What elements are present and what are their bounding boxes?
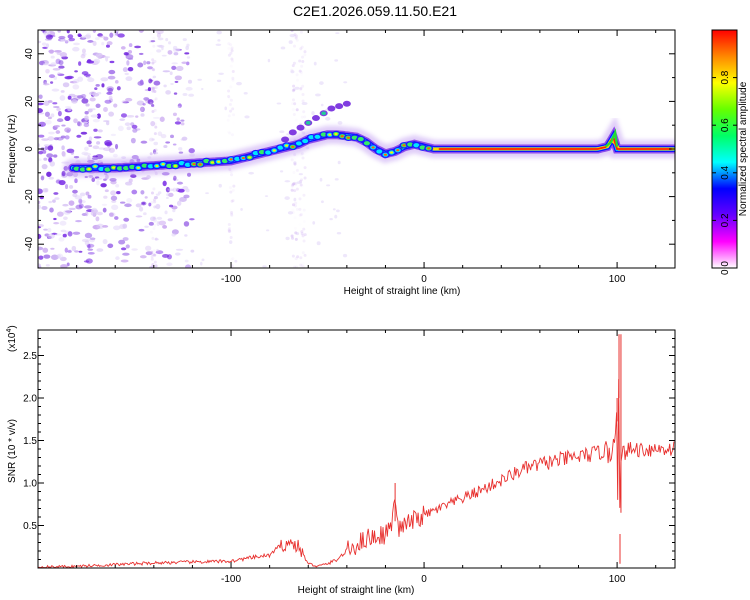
- spectrogram-blobs: [72, 100, 619, 173]
- snr-x-tick-label: 0: [421, 574, 427, 585]
- colorbar-label: Normalized spectral amplitude: [738, 81, 749, 216]
- snr-multiplier: (x104): [6, 325, 18, 352]
- snr-x-tick-label: 100: [609, 574, 626, 585]
- spectrogram-y-tick-label: 20: [24, 95, 35, 107]
- snr-y-tick-label: 1.0: [23, 479, 37, 490]
- colorbar-axis: 0.0 0.2 0.4 0.6 0.8: [712, 70, 737, 275]
- spectrogram-y-tick-label: -20: [24, 189, 35, 204]
- spectrogram-x-tick-label: 100: [609, 274, 626, 285]
- spectrogram-y-label: Frequency (Hz): [7, 115, 18, 184]
- snr-multiplier-exp: 4: [6, 329, 13, 333]
- colorbar-tick-label: 0.8: [720, 70, 731, 84]
- snr-y-tick-label: 2.5: [23, 351, 37, 362]
- snr-x-label: Height of straight line (km): [298, 585, 415, 596]
- snr-plot-area: [38, 334, 675, 568]
- spectrogram-y-tick-label: -40: [24, 237, 35, 252]
- snr-axes: -100 0 100 0.5 1.0 1.5 2.0 2.5: [23, 330, 675, 585]
- spectrogram-y-tick-label: 0: [24, 146, 35, 152]
- colorbar: 0.0 0.2 0.4 0.6 0.8 Normalized spectral ampl…: [711, 29, 749, 275]
- snr-frame: [37, 329, 676, 569]
- colorbar-tick-label: 0.6: [720, 118, 731, 132]
- snr-y-tick-label: 2.0: [23, 394, 37, 405]
- spectrogram-axes: -100 0 100 -40 -20 0 20 40: [24, 29, 675, 285]
- colorbar-tick-label: 0.4: [720, 165, 731, 179]
- snr-panel: -100 0 100 0.5 1.0 1.5 2.0 2.5 Height of straig…: [6, 325, 676, 596]
- spectrogram-x-tick-label: 0: [421, 274, 427, 285]
- spectrogram-noise: [38, 30, 348, 268]
- snr-y-label: SNR (10 * v/v): [7, 419, 18, 483]
- colorbar-tick-label: 0.2: [720, 213, 731, 227]
- snr-multiplier-base: (x10: [7, 332, 18, 352]
- spectrogram-plot-area: [38, 30, 675, 268]
- colorbar-tick-label: 0.0: [720, 261, 731, 275]
- spectrogram-y-tick-label: 40: [24, 48, 35, 60]
- svg-text:(x104): (x104): [6, 325, 18, 352]
- spectrogram-x-label: Height of straight line (km): [344, 286, 461, 297]
- spectrogram-panel: -100 0 100 -40 -20 0 20 40 Height of straight l…: [7, 29, 676, 297]
- snr-y-tick-label: 0.5: [23, 521, 37, 532]
- snr-x-tick-label: -100: [221, 574, 241, 585]
- spectrogram-x-tick-label: -100: [221, 274, 241, 285]
- colorbar-gradient: [711, 29, 738, 269]
- snr-y-tick-label: 1.5: [23, 436, 37, 447]
- snr-series-line: [38, 379, 675, 568]
- chart-title: C2E1.2026.059.11.50.E21: [293, 3, 457, 19]
